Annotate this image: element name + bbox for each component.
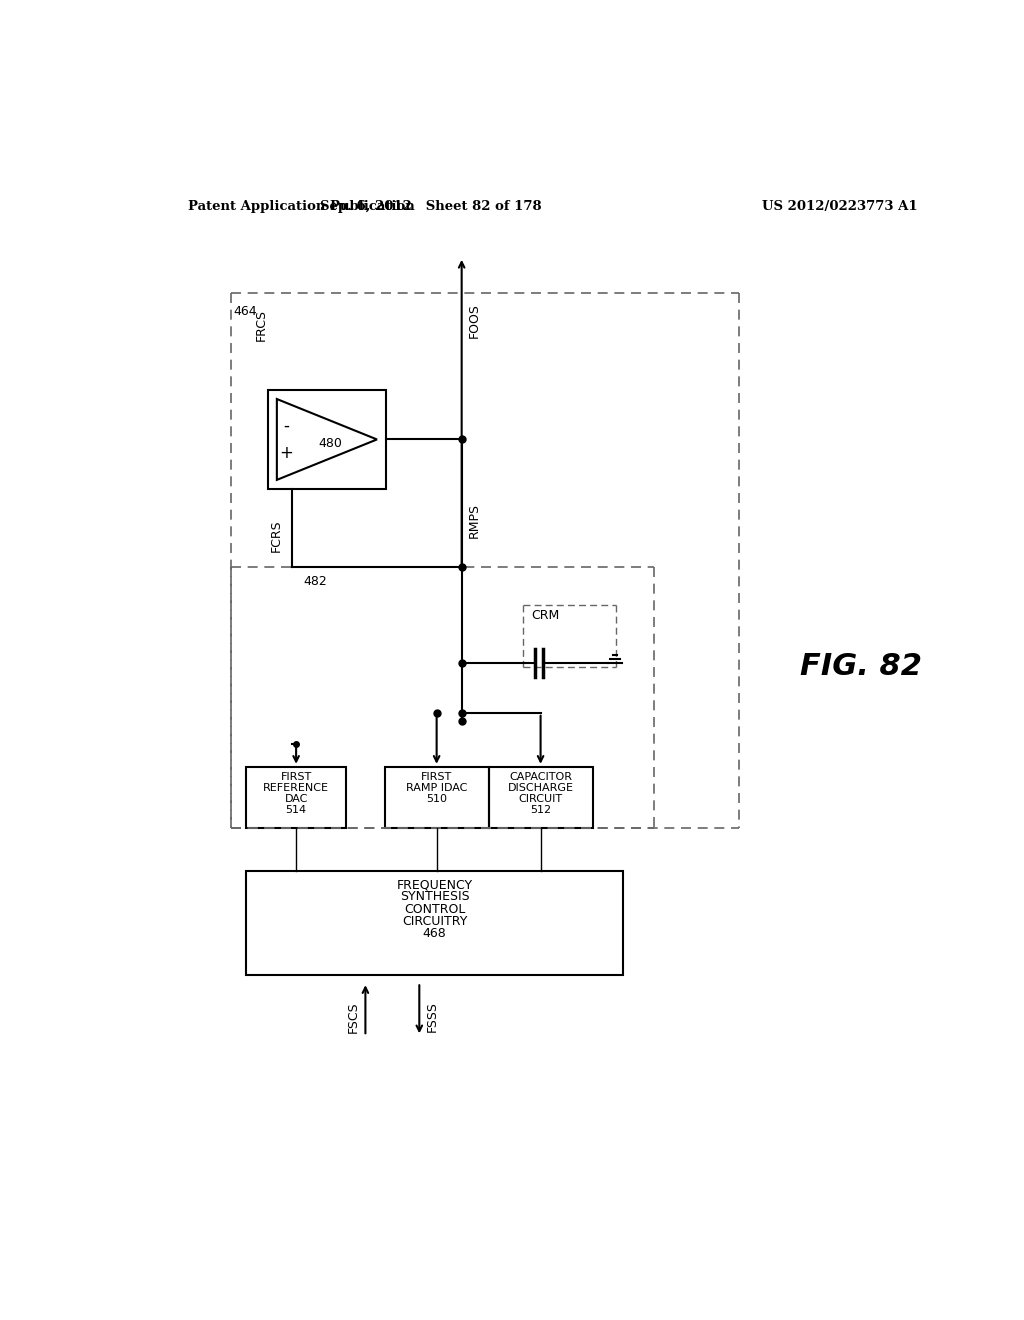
Text: CIRCUIT: CIRCUIT (518, 795, 562, 804)
Text: RAMP IDAC: RAMP IDAC (406, 783, 467, 793)
Text: 480: 480 (318, 437, 343, 450)
Text: RMPS: RMPS (468, 503, 481, 537)
Text: FIRST: FIRST (421, 772, 453, 783)
Text: FIRST: FIRST (281, 772, 311, 783)
Text: CONTROL: CONTROL (404, 903, 465, 916)
Text: 512: 512 (530, 805, 551, 814)
Bar (488, 767, 593, 829)
Text: US 2012/0223773 A1: US 2012/0223773 A1 (762, 199, 918, 213)
Text: FRCS: FRCS (255, 309, 268, 341)
Text: 514: 514 (286, 805, 306, 814)
Text: SYNTHESIS: SYNTHESIS (400, 890, 470, 903)
Text: DISCHARGE: DISCHARGE (508, 783, 573, 793)
Bar (246, 871, 624, 974)
Text: FSSS: FSSS (425, 1002, 438, 1032)
Text: 468: 468 (423, 927, 446, 940)
Text: Patent Application Publication: Patent Application Publication (188, 199, 415, 213)
Text: 464: 464 (233, 305, 257, 318)
Text: FCRS: FCRS (270, 519, 283, 552)
Bar (246, 767, 346, 829)
Text: +: + (280, 445, 293, 462)
Text: FOOS: FOOS (468, 302, 481, 338)
Text: CAPACITOR: CAPACITOR (509, 772, 572, 783)
Text: REFERENCE: REFERENCE (263, 783, 329, 793)
Text: FIG. 82: FIG. 82 (801, 652, 923, 681)
Text: CRM: CRM (531, 610, 559, 622)
Text: 510: 510 (426, 795, 447, 804)
Text: FREQUENCY: FREQUENCY (396, 878, 473, 891)
Text: -: - (284, 417, 289, 434)
Bar (267, 389, 386, 490)
Text: 482: 482 (304, 576, 328, 589)
Text: DAC: DAC (285, 795, 308, 804)
Text: FSCS: FSCS (346, 1001, 359, 1032)
Text: CIRCUITRY: CIRCUITRY (402, 915, 467, 928)
Bar (385, 767, 488, 829)
Text: Sep. 6, 2012   Sheet 82 of 178: Sep. 6, 2012 Sheet 82 of 178 (321, 199, 542, 213)
